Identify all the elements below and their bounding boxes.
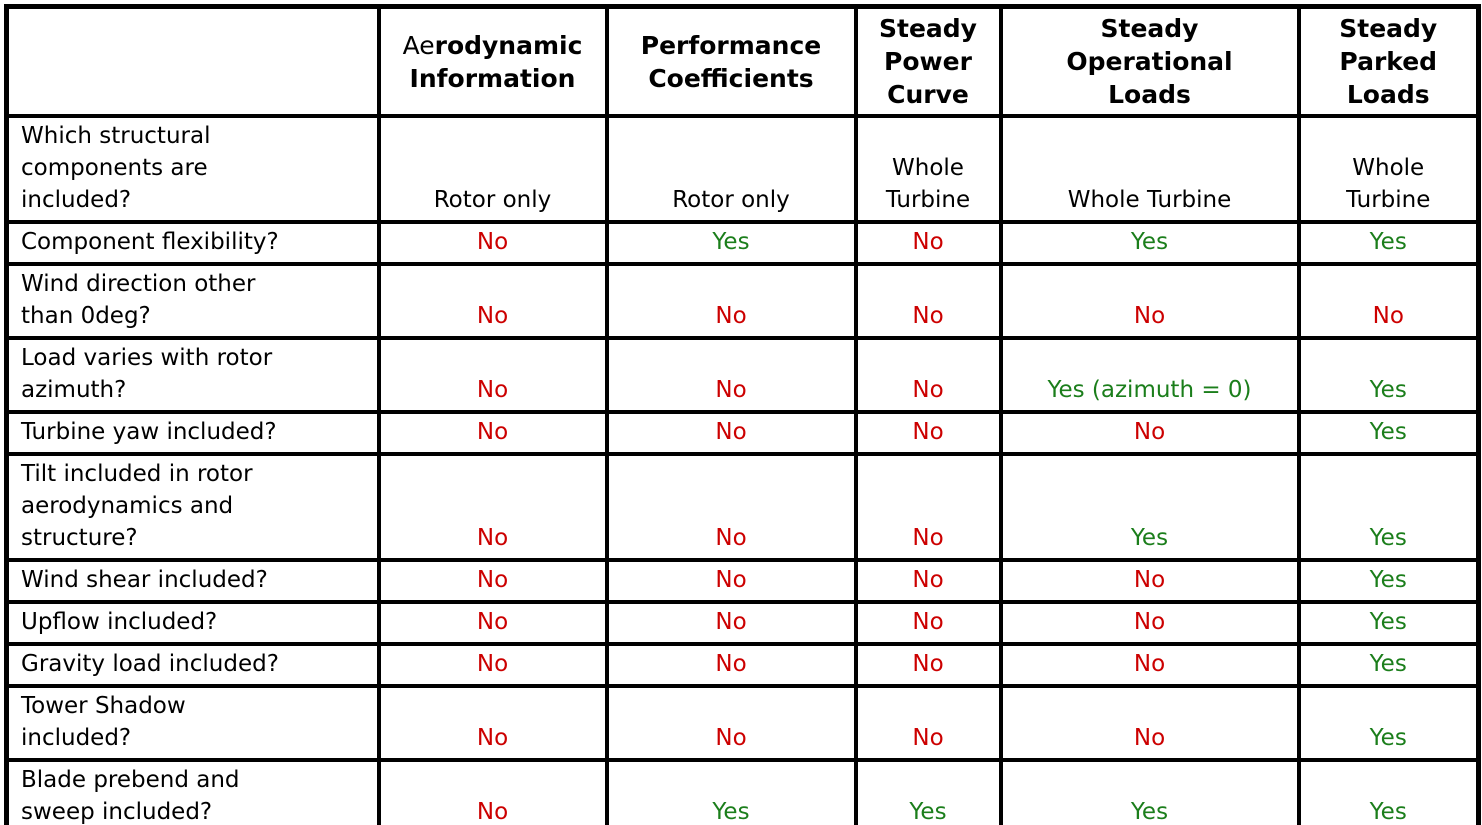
header-text-segment: rodynamic Information	[409, 30, 583, 93]
header-text-segment: Steady Power Curve	[879, 14, 977, 109]
column-header-aerodynamic-information: Aerodynamic Information	[376, 4, 609, 118]
cell-wind-shear-performance-coefficients: No	[604, 558, 858, 604]
row-label-wind-direction: Wind direction other than 0deg?	[4, 262, 381, 340]
cell-load-varies-azimuth-performance-coefficients: No	[604, 336, 858, 414]
row-label-tower-shadow: Tower Shadow included?	[4, 684, 381, 762]
cell-tower-shadow-performance-coefficients: No	[604, 684, 858, 762]
capability-matrix-table: Aerodynamic Information Performance Coeff…	[4, 4, 1481, 825]
cell-wind-shear-steady-power-curve: No	[853, 558, 1003, 604]
corner-cell	[4, 4, 381, 118]
cell-tilt-included-performance-coefficients: No	[604, 452, 858, 562]
cell-upflow-performance-coefficients: No	[604, 600, 858, 646]
cell-blade-prebend-aerodynamic-information: No	[376, 758, 609, 825]
header-text-segment: Ae	[402, 30, 435, 60]
cell-structural-components-steady-operational-loads: Whole Turbine	[998, 114, 1301, 224]
cell-load-varies-azimuth-steady-operational-loads: Yes (azimuth = 0)	[998, 336, 1301, 414]
cell-wind-direction-aerodynamic-information: No	[376, 262, 609, 340]
table-row-tilt-included: Tilt included in rotor aerodynamics and …	[4, 452, 1481, 562]
table-row-blade-prebend: Blade prebend and sweep included? No Yes Ye…	[4, 758, 1481, 825]
table-header: Aerodynamic Information Performance Coeff…	[4, 4, 1481, 118]
cell-tilt-included-aerodynamic-information: No	[376, 452, 609, 562]
cell-upflow-steady-operational-loads: No	[998, 600, 1301, 646]
cell-load-varies-azimuth-aerodynamic-information: No	[376, 336, 609, 414]
cell-blade-prebend-steady-operational-loads: Yes	[998, 758, 1301, 825]
cell-turbine-yaw-steady-operational-loads: No	[998, 410, 1301, 456]
cell-gravity-load-performance-coefficients: No	[604, 642, 858, 688]
column-header-steady-power-curve: Steady Power Curve	[853, 4, 1003, 118]
table-row-wind-shear: Wind shear included? No No No No Yes	[4, 558, 1481, 604]
cell-component-flexibility-steady-parked-loads: Yes	[1296, 220, 1481, 266]
cell-tower-shadow-aerodynamic-information: No	[376, 684, 609, 762]
cell-gravity-load-aerodynamic-information: No	[376, 642, 609, 688]
table-row-wind-direction: Wind direction other than 0deg? No No No No N…	[4, 262, 1481, 340]
cell-wind-direction-steady-power-curve: No	[853, 262, 1003, 340]
header-text-segment: Steady Operational Loads	[1066, 14, 1233, 109]
row-label-turbine-yaw: Turbine yaw included?	[4, 410, 381, 456]
cell-gravity-load-steady-operational-loads: No	[998, 642, 1301, 688]
header-text-segment: Steady Parked Loads	[1339, 14, 1438, 109]
table-body: Which structural components are included…	[4, 114, 1481, 825]
cell-component-flexibility-steady-power-curve: No	[853, 220, 1003, 266]
cell-wind-shear-aerodynamic-information: No	[376, 558, 609, 604]
cell-tower-shadow-steady-power-curve: No	[853, 684, 1003, 762]
table-row-load-varies-azimuth: Load varies with rotor azimuth? No No No Yes…	[4, 336, 1481, 414]
table-row-structural-components: Which structural components are included…	[4, 114, 1481, 224]
cell-wind-direction-steady-operational-loads: No	[998, 262, 1301, 340]
row-label-component-flexibility: Component flexibility?	[4, 220, 381, 266]
table-row-upflow: Upflow included? No No No No Yes	[4, 600, 1481, 646]
cell-load-varies-azimuth-steady-power-curve: No	[853, 336, 1003, 414]
cell-wind-direction-performance-coefficients: No	[604, 262, 858, 340]
cell-structural-components-performance-coefficients: Rotor only	[604, 114, 858, 224]
cell-upflow-steady-power-curve: No	[853, 600, 1003, 646]
cell-tilt-included-steady-operational-loads: Yes	[998, 452, 1301, 562]
cell-blade-prebend-steady-power-curve: Yes	[853, 758, 1003, 825]
column-header-steady-operational-loads: Steady Operational Loads	[998, 4, 1301, 118]
row-label-structural-components: Which structural components are included…	[4, 114, 381, 224]
cell-wind-shear-steady-operational-loads: No	[998, 558, 1301, 604]
table-row-tower-shadow: Tower Shadow included? No No No No Yes	[4, 684, 1481, 762]
cell-tower-shadow-steady-operational-loads: No	[998, 684, 1301, 762]
column-header-performance-coefficients: Performance Coefficients	[604, 4, 858, 118]
cell-blade-prebend-steady-parked-loads: Yes	[1296, 758, 1481, 825]
row-label-gravity-load: Gravity load included?	[4, 642, 381, 688]
cell-wind-shear-steady-parked-loads: Yes	[1296, 558, 1481, 604]
cell-turbine-yaw-aerodynamic-information: No	[376, 410, 609, 456]
cell-gravity-load-steady-parked-loads: Yes	[1296, 642, 1481, 688]
cell-turbine-yaw-steady-power-curve: No	[853, 410, 1003, 456]
row-label-load-varies-azimuth: Load varies with rotor azimuth?	[4, 336, 381, 414]
cell-structural-components-steady-power-curve: Whole Turbine	[853, 114, 1003, 224]
row-label-blade-prebend: Blade prebend and sweep included?	[4, 758, 381, 825]
cell-upflow-aerodynamic-information: No	[376, 600, 609, 646]
cell-tilt-included-steady-power-curve: No	[853, 452, 1003, 562]
row-label-tilt-included: Tilt included in rotor aerodynamics and …	[4, 452, 381, 562]
cell-blade-prebend-performance-coefficients: Yes	[604, 758, 858, 825]
table-row-component-flexibility: Component flexibility? No Yes No Yes Yes	[4, 220, 1481, 266]
table-row-turbine-yaw: Turbine yaw included? No No No No Yes	[4, 410, 1481, 456]
row-label-wind-shear: Wind shear included?	[4, 558, 381, 604]
cell-load-varies-azimuth-steady-parked-loads: Yes	[1296, 336, 1481, 414]
cell-tilt-included-steady-parked-loads: Yes	[1296, 452, 1481, 562]
cell-turbine-yaw-performance-coefficients: No	[604, 410, 858, 456]
cell-wind-direction-steady-parked-loads: No	[1296, 262, 1481, 340]
header-text-segment: Performance Coefficients	[640, 30, 822, 93]
cell-component-flexibility-aerodynamic-information: No	[376, 220, 609, 266]
column-header-steady-parked-loads: Steady Parked Loads	[1296, 4, 1481, 118]
cell-gravity-load-steady-power-curve: No	[853, 642, 1003, 688]
cell-structural-components-aerodynamic-information: Rotor only	[376, 114, 609, 224]
cell-tower-shadow-steady-parked-loads: Yes	[1296, 684, 1481, 762]
cell-component-flexibility-steady-operational-loads: Yes	[998, 220, 1301, 266]
cell-turbine-yaw-steady-parked-loads: Yes	[1296, 410, 1481, 456]
cell-component-flexibility-performance-coefficients: Yes	[604, 220, 858, 266]
table-row-gravity-load: Gravity load included? No No No No Yes	[4, 642, 1481, 688]
cell-upflow-steady-parked-loads: Yes	[1296, 600, 1481, 646]
row-label-upflow: Upflow included?	[4, 600, 381, 646]
header-row: Aerodynamic Information Performance Coeff…	[4, 4, 1481, 118]
cell-structural-components-steady-parked-loads: Whole Turbine	[1296, 114, 1481, 224]
